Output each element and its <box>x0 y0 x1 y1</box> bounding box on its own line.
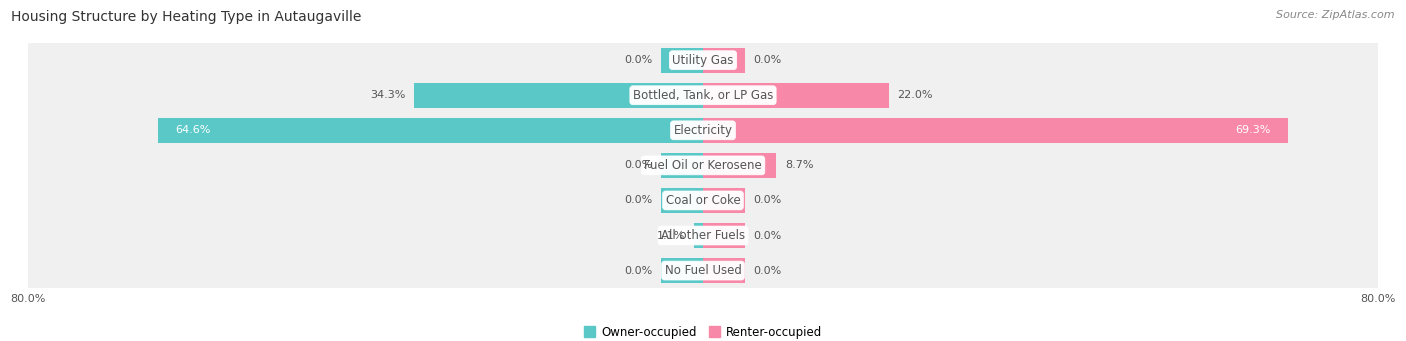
Bar <box>703 83 889 108</box>
Text: Electricity: Electricity <box>673 124 733 137</box>
Text: Source: ZipAtlas.com: Source: ZipAtlas.com <box>1277 10 1395 20</box>
Bar <box>28 43 1378 78</box>
Text: 8.7%: 8.7% <box>785 160 813 170</box>
Text: 34.3%: 34.3% <box>370 90 405 100</box>
Bar <box>703 118 1288 143</box>
Text: Housing Structure by Heating Type in Autaugaville: Housing Structure by Heating Type in Aut… <box>11 10 361 24</box>
Bar <box>28 113 1378 148</box>
Text: 64.6%: 64.6% <box>174 125 211 135</box>
Bar <box>413 83 703 108</box>
Text: 0.0%: 0.0% <box>624 160 652 170</box>
Bar <box>703 223 745 248</box>
Bar <box>157 118 703 143</box>
Text: 0.0%: 0.0% <box>624 55 652 65</box>
Bar <box>661 188 703 213</box>
Bar <box>28 253 1378 288</box>
Text: Bottled, Tank, or LP Gas: Bottled, Tank, or LP Gas <box>633 89 773 102</box>
Bar <box>661 153 703 178</box>
Bar <box>28 183 1378 218</box>
Bar <box>703 153 776 178</box>
Text: 0.0%: 0.0% <box>754 195 782 205</box>
Text: 0.0%: 0.0% <box>754 266 782 276</box>
Bar <box>661 258 703 283</box>
Bar <box>703 188 745 213</box>
Bar <box>703 48 745 73</box>
Bar <box>28 78 1378 113</box>
Text: 0.0%: 0.0% <box>754 231 782 240</box>
Bar <box>28 218 1378 253</box>
Legend: Owner-occupied, Renter-occupied: Owner-occupied, Renter-occupied <box>583 326 823 339</box>
Bar <box>28 148 1378 183</box>
Text: 69.3%: 69.3% <box>1236 125 1271 135</box>
Text: Utility Gas: Utility Gas <box>672 54 734 67</box>
Text: 0.0%: 0.0% <box>624 195 652 205</box>
Text: 22.0%: 22.0% <box>897 90 932 100</box>
Text: No Fuel Used: No Fuel Used <box>665 264 741 277</box>
Text: 0.0%: 0.0% <box>624 266 652 276</box>
Text: All other Fuels: All other Fuels <box>661 229 745 242</box>
Bar <box>661 48 703 73</box>
Text: 0.0%: 0.0% <box>754 55 782 65</box>
Text: Fuel Oil or Kerosene: Fuel Oil or Kerosene <box>644 159 762 172</box>
Bar <box>703 258 745 283</box>
Text: Coal or Coke: Coal or Coke <box>665 194 741 207</box>
Text: 1.1%: 1.1% <box>657 231 685 240</box>
Bar <box>693 223 703 248</box>
